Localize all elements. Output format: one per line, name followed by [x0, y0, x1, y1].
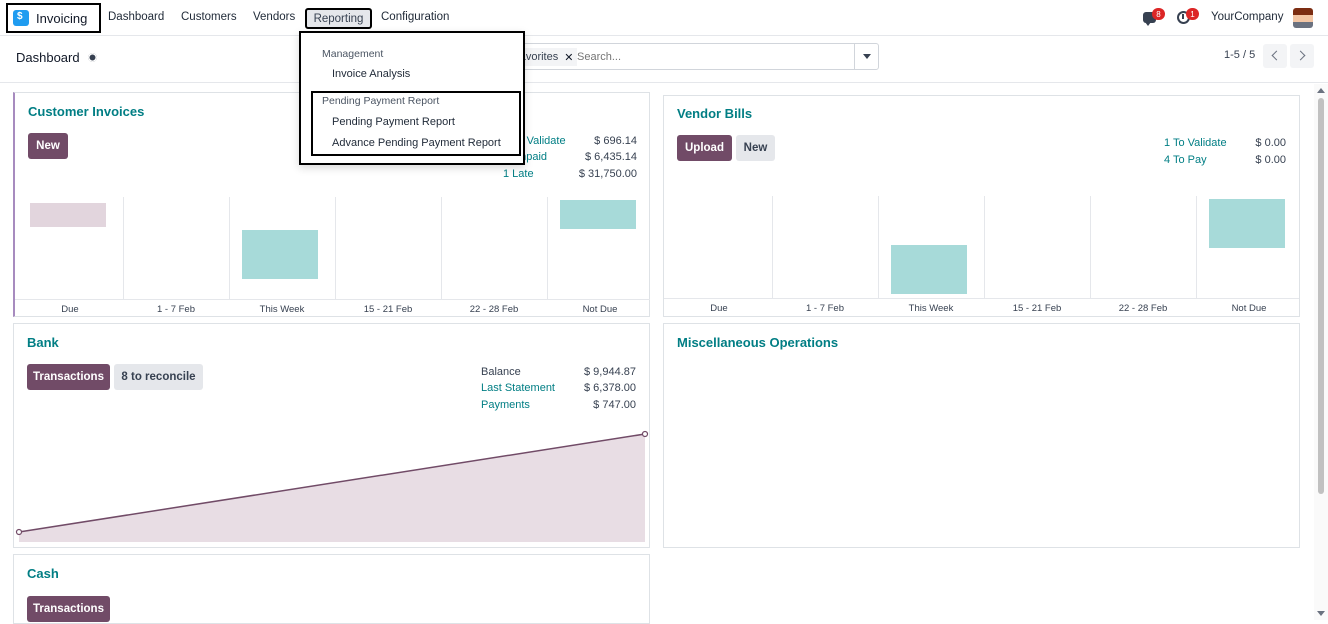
chart-x-label: Not Due — [1231, 303, 1267, 314]
pending-payment-group — [311, 91, 521, 156]
chart-x-label: 22 - 28 Feb — [469, 304, 519, 315]
stat-to-validate-value: $ 696.14 — [594, 135, 637, 147]
reporting-dropdown: Management Invoice Analysis Pending Paym… — [299, 31, 525, 165]
page-scrollbar[interactable] — [1314, 84, 1328, 620]
chart-x-label: 22 - 28 Feb — [1118, 303, 1168, 314]
chart-gridline — [1090, 196, 1091, 298]
card-title[interactable]: Cash — [27, 566, 59, 581]
customer-invoices-card: Customer Invoices New 1 To Validate $ 69… — [13, 92, 650, 317]
menu-invoice-analysis[interactable]: Invoice Analysis — [332, 68, 411, 80]
messages-icon[interactable] — [1143, 12, 1156, 26]
pager-value[interactable]: 1-5 / 5 — [1224, 49, 1256, 61]
menu-reporting[interactable]: Reporting — [305, 8, 372, 29]
chart-x-label: This Week — [259, 304, 305, 315]
user-avatar[interactable] — [1293, 8, 1313, 28]
reconcile-button[interactable]: 8 to reconcile — [114, 364, 203, 390]
chart-gridline — [229, 197, 230, 299]
app-brand[interactable]: Invoicing — [6, 3, 101, 33]
search-options-toggle[interactable] — [854, 44, 878, 69]
menu-vendors[interactable]: Vendors — [253, 11, 296, 23]
control-panel: Dashboard Favorites ✕ 1-5 / 5 — [0, 37, 1328, 83]
activities-badge: 1 — [1186, 8, 1199, 20]
chart-bar[interactable] — [30, 203, 106, 228]
search-bar: Favorites ✕ — [480, 43, 879, 70]
chart-x-label: Due — [61, 304, 79, 315]
chart-gridline — [441, 197, 442, 299]
menu-customers[interactable]: Customers — [181, 11, 237, 23]
pager-previous-button[interactable] — [1263, 44, 1287, 68]
card-title[interactable]: Customer Invoices — [28, 104, 145, 119]
stat-to-pay[interactable]: 4 To Pay — [1164, 154, 1207, 166]
stat-last-statement[interactable]: Last Statement — [481, 382, 555, 394]
chart-x-label: 1 - 7 Feb — [156, 304, 196, 315]
stat-to-pay-value: $ 0.00 — [1255, 154, 1286, 166]
chart-gridline — [547, 197, 548, 299]
chart-bar[interactable] — [891, 245, 967, 294]
chart-bar[interactable] — [560, 200, 636, 229]
chart-point[interactable] — [641, 430, 649, 438]
gear-icon[interactable] — [88, 53, 97, 62]
new-bill-button[interactable]: New — [736, 135, 775, 161]
stat-late-value: $ 31,750.00 — [578, 168, 637, 180]
vendor-bills-card: Vendor Bills Upload New 1 To Validate $ … — [663, 95, 1300, 317]
chart-baseline — [15, 299, 650, 300]
menu-configuration[interactable]: Configuration — [381, 11, 450, 23]
card-title[interactable]: Bank — [27, 335, 59, 350]
bank-card: Bank Transactions 8 to reconcile Balance… — [13, 323, 650, 548]
cash-card: Cash Transactions — [13, 554, 650, 624]
menu-advance-pending-payment-report[interactable]: Advance Pending Payment Report — [332, 137, 501, 149]
chart-baseline — [664, 298, 1299, 299]
transactions-button[interactable]: Transactions — [27, 364, 110, 390]
dropdown-section-pending-payment: Pending Payment Report — [322, 95, 440, 107]
stat-late[interactable]: 1 Late — [503, 168, 534, 180]
stat-to-validate-value: $ 0.00 — [1255, 137, 1286, 149]
scroll-up-icon[interactable] — [1317, 88, 1325, 93]
stat-balance-value: $ 9,944.87 — [584, 366, 636, 378]
app-name: Invoicing — [36, 10, 88, 26]
menu-dashboard[interactable]: Dashboard — [108, 11, 165, 23]
stat-unpaid-value: $ 6,435.14 — [585, 151, 637, 163]
chart-gridline — [984, 196, 985, 298]
chart-x-label: This Week — [908, 303, 954, 314]
scroll-down-icon[interactable] — [1317, 611, 1325, 616]
close-icon[interactable]: ✕ — [564, 51, 574, 64]
messages-badge: 8 — [1152, 8, 1165, 20]
new-invoice-button[interactable]: New — [28, 133, 68, 159]
card-title[interactable]: Miscellaneous Operations — [677, 335, 839, 350]
chart-x-label: Due — [710, 303, 728, 314]
search-input[interactable] — [577, 48, 847, 66]
dropdown-section-management: Management — [322, 48, 384, 60]
chart-x-label: 15 - 21 Feb — [363, 304, 413, 315]
pager-next-button[interactable] — [1290, 44, 1314, 68]
chart-point[interactable] — [15, 528, 23, 536]
chart-line — [18, 433, 646, 533]
chart-gridline — [1196, 196, 1197, 298]
chart-x-label: 1 - 7 Feb — [805, 303, 845, 314]
chart-bar[interactable] — [1209, 199, 1285, 248]
chart-area — [19, 434, 645, 542]
chart-bar[interactable] — [242, 230, 318, 279]
chart-gridline — [123, 197, 124, 299]
stat-payments[interactable]: Payments — [481, 399, 530, 411]
cash-transactions-button[interactable]: Transactions — [27, 596, 110, 622]
scroll-thumb[interactable] — [1318, 98, 1324, 494]
chart-x-label: 15 - 21 Feb — [1012, 303, 1062, 314]
misc-operations-card: Miscellaneous Operations — [663, 323, 1300, 548]
upload-button[interactable]: Upload — [677, 135, 732, 161]
menu-pending-payment-report[interactable]: Pending Payment Report — [332, 116, 455, 128]
chart-gridline — [772, 196, 773, 298]
company-switcher[interactable]: YourCompany — [1211, 11, 1284, 23]
top-navbar: Invoicing Dashboard Customers Vendors Re… — [0, 0, 1328, 36]
chart-gridline — [335, 197, 336, 299]
stat-balance: Balance — [481, 366, 521, 378]
stat-last-statement-value: $ 6,378.00 — [584, 382, 636, 394]
chart-gridline — [878, 196, 879, 298]
page-title: Dashboard — [16, 50, 80, 65]
chart-x-label: Not Due — [582, 304, 618, 315]
card-title[interactable]: Vendor Bills — [677, 106, 753, 121]
stat-to-validate[interactable]: 1 To Validate — [1164, 137, 1227, 149]
bank-balance-chart — [15, 430, 649, 542]
stat-payments-value: $ 747.00 — [593, 399, 636, 411]
invoicing-app-icon — [13, 10, 29, 26]
